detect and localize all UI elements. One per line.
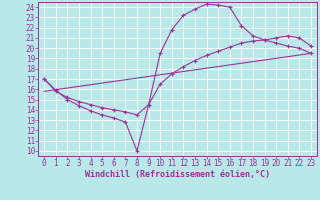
X-axis label: Windchill (Refroidissement éolien,°C): Windchill (Refroidissement éolien,°C): [85, 170, 270, 179]
